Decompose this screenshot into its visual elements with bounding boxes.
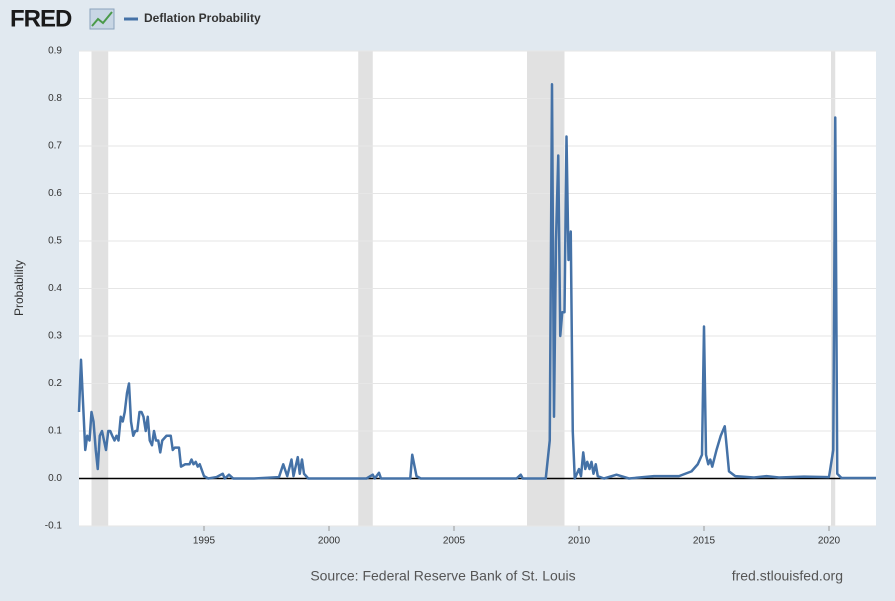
x-tick-label: 2000 [318,536,341,547]
y-tick-label: 0.6 [48,188,62,199]
site: fred.stlouisfed.org [732,568,843,584]
y-tick-label: 0.7 [48,141,62,152]
x-tick-label: 2005 [443,536,466,547]
data-line [77,83,876,480]
x-tick-label: 2015 [693,536,716,547]
y-tick-label: 0.4 [48,283,62,294]
y-tick-label: 0.0 [48,473,62,484]
y-tick-label: 0.3 [48,331,62,342]
y-tick-label: 0.1 [48,426,62,437]
y-tick-label: 0.5 [48,236,62,247]
x-tick-label: 1995 [193,536,216,547]
y-tick-label: 0.8 [48,93,62,104]
source: Source: Federal Reserve Bank of St. Loui… [310,568,575,584]
logo-icon [89,8,115,30]
y-tick-label: 0.9 [48,46,62,57]
y-axis-label: Probability [12,260,26,316]
y-tick-label: -0.1 [45,521,63,532]
logo: FRED [10,5,72,32]
y-tick-label: 0.2 [48,378,62,389]
x-tick-label: 2010 [568,536,591,547]
x-tick-label: 2020 [818,536,841,547]
legend-label: Deflation Probability [144,11,261,25]
